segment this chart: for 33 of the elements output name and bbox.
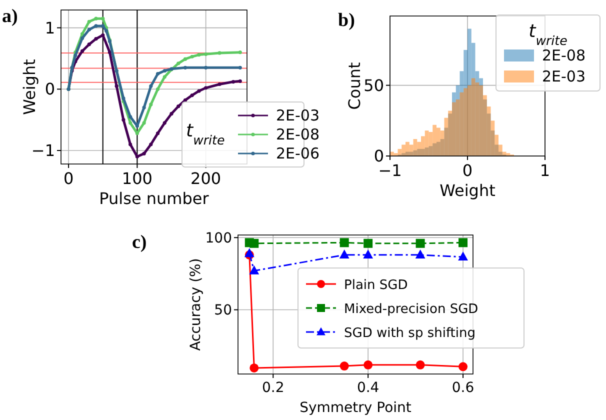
text: a)	[2, 6, 18, 27]
y-tick-label: −1	[31, 141, 55, 160]
text: c)	[132, 232, 147, 253]
legend-label: 2E-08	[542, 46, 586, 64]
legend-label: 2E-06	[276, 144, 320, 162]
legend-label: Mixed-precision SGD	[344, 302, 478, 317]
legend-label: SGD with sp shifting	[344, 326, 476, 341]
x-tick-label: 0.2	[262, 380, 284, 396]
y-axis-title: Weight	[20, 59, 39, 115]
legend-label: 2E-03	[276, 106, 320, 124]
x-tick-label: 1	[540, 161, 550, 180]
x-tick-label: 100	[122, 169, 152, 188]
x-tick-label: 0	[462, 161, 473, 180]
x-axis-title: Symmetry Point	[300, 400, 412, 416]
x-tick-label: 0.4	[356, 380, 380, 396]
x-tick-label: −1	[378, 161, 402, 180]
legend-label: Plain SGD	[344, 278, 408, 293]
x-axis-title: Weight	[440, 181, 496, 200]
x-axis-title: Pulse number	[99, 189, 210, 208]
x-tick-label: 0.6	[452, 380, 474, 396]
y-tick-label: 0	[44, 80, 55, 99]
y-tick-label: 50	[364, 76, 384, 95]
legend-title: t$_{write}$	[186, 120, 225, 147]
text: b)	[338, 10, 355, 31]
y-axis-title: Count	[345, 62, 364, 110]
legend-label: 2E-03	[542, 68, 586, 86]
x-tick-label: 200	[190, 169, 222, 188]
x-tick-label: 0	[63, 169, 74, 188]
legend-title: t$_{write}$	[528, 21, 568, 48]
y-tick-label: 50	[214, 302, 232, 319]
legend-label: 2E-08	[276, 126, 320, 144]
y-tick-label: 1	[44, 18, 55, 38]
y-axis-title: Accuracy (%)	[188, 258, 204, 351]
